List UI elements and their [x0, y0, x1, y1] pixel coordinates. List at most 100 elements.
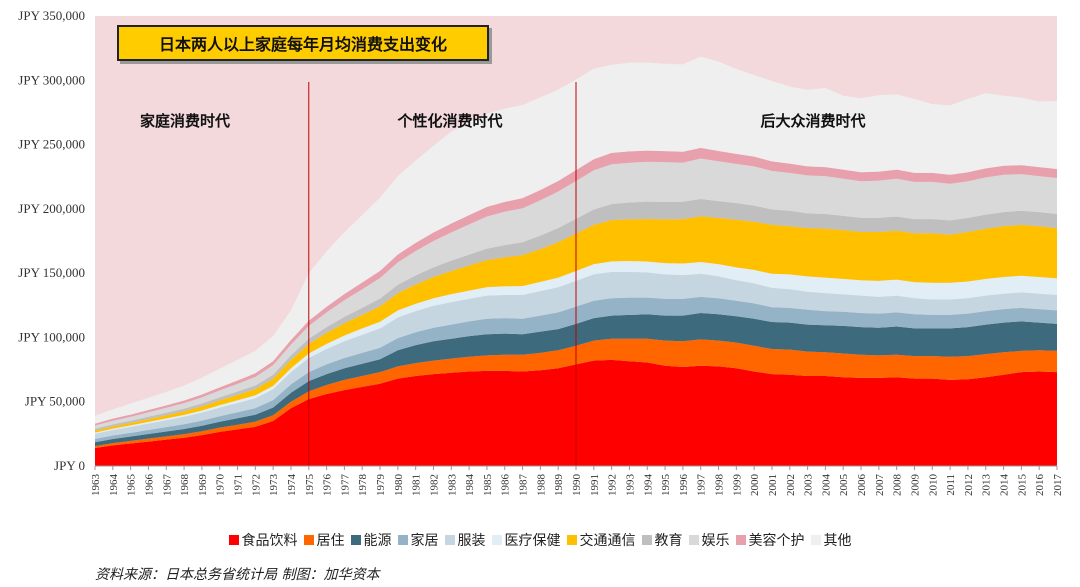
legend-item: 能源 — [350, 530, 392, 550]
legend-swatch — [735, 535, 746, 545]
area-series-2 — [95, 313, 1057, 447]
era-dividers — [308, 82, 577, 466]
y-tick-label: JPY 150,000 — [18, 265, 85, 280]
y-tick-label: JPY 350,000 — [18, 8, 85, 23]
x-tick-label: 2014 — [999, 474, 1011, 497]
area-series-10 — [95, 56, 1057, 424]
x-tick-label: 2015 — [1016, 474, 1028, 497]
y-tick-label: JPY 0 — [54, 458, 85, 473]
x-tick-label: 2001 — [767, 474, 779, 496]
x-tick-label: 2003 — [803, 474, 815, 497]
y-tick-label: JPY 250,000 — [18, 137, 85, 152]
area-series-7 — [95, 198, 1057, 431]
legend-swatch — [491, 535, 502, 545]
x-tick-label: 2008 — [892, 474, 904, 497]
x-tick-label: 2010 — [927, 474, 939, 497]
x-tick-label: 1975 — [304, 474, 316, 497]
x-tick-label: 1980 — [393, 474, 405, 497]
x-tick-label: 2004 — [820, 474, 832, 497]
x-tick-label: 1993 — [624, 474, 636, 497]
x-tick-label: 1992 — [607, 474, 619, 496]
legend-swatch — [810, 535, 821, 545]
x-axis: 1963 1964 1965 1966 1967 1968 1969 1970 1971 1972… — [90, 466, 1064, 496]
x-tick-label: 2007 — [874, 474, 886, 497]
legend-swatch — [641, 535, 652, 545]
legend-swatch — [444, 535, 455, 545]
x-tick-label: 1981 — [411, 474, 423, 496]
legend-item: 娱乐 — [688, 530, 730, 550]
area-series-6 — [95, 216, 1057, 433]
legend-item: 医疗保健 — [491, 530, 561, 550]
x-tick-label: 1968 — [179, 474, 191, 497]
legend-label: 服装 — [457, 533, 486, 549]
x-tick-label: 1990 — [571, 474, 583, 497]
x-tick-label: 1994 — [642, 474, 654, 497]
y-tick-label: JPY 50,000 — [25, 394, 85, 409]
x-tick-label: 2013 — [981, 474, 993, 497]
chart-title: 日本两人以上家庭每年月均消费支出变化 — [117, 25, 489, 61]
x-tick-label: 1996 — [678, 474, 690, 497]
x-tick-label: 2009 — [909, 474, 921, 497]
x-tick-label: 1971 — [233, 474, 245, 496]
legend-item: 其他 — [810, 530, 852, 550]
era-label-family: 家庭消费时代 — [140, 112, 230, 130]
x-tick-label: 1977 — [339, 474, 351, 497]
legend-swatch — [228, 535, 239, 545]
legend-label: 其他 — [823, 533, 852, 549]
x-tick-label: 1986 — [500, 473, 512, 496]
x-tick-label: 2012 — [963, 474, 975, 496]
x-tick-label: 1965 — [126, 474, 138, 497]
x-tick-label: 1976 — [322, 474, 334, 497]
x-tick-label: 1974 — [286, 474, 298, 497]
x-tick-label: 1999 — [731, 474, 743, 497]
x-tick-label: 1989 — [553, 474, 565, 497]
legend-label: 家居 — [410, 533, 439, 549]
x-tick-label: 1985 — [482, 473, 494, 496]
x-tick-label: 1997 — [696, 474, 708, 497]
x-tick-label: 1995 — [660, 474, 672, 497]
x-tick-label: 1982 — [428, 474, 440, 496]
legend-item: 美容个护 — [735, 530, 805, 550]
legend-label: 居住 — [316, 533, 345, 549]
x-tick-label: 2002 — [785, 474, 797, 496]
x-tick-label: 1969 — [197, 474, 209, 497]
legend-item: 家居 — [397, 530, 439, 550]
x-tick-label: 1978 — [357, 474, 369, 497]
legend-label: 美容个护 — [748, 533, 805, 549]
legend-swatch — [303, 535, 314, 545]
x-tick-label: 2000 — [749, 474, 761, 497]
y-tick-label: JPY 300,000 — [18, 72, 85, 87]
x-tick-label: 1967 — [161, 474, 173, 497]
y-tick-label: JPY 200,000 — [18, 201, 85, 216]
x-tick-label: 2011 — [945, 474, 957, 496]
x-tick-label: 1979 — [375, 474, 387, 497]
x-tick-label: 1988 — [535, 474, 547, 497]
legend-label: 医疗保健 — [504, 533, 561, 549]
x-tick-label: 1972 — [250, 474, 262, 496]
legend-swatch — [566, 535, 577, 545]
y-tick-label: JPY 100,000 — [18, 329, 85, 344]
era-label-post-mass: 后大众消费时代 — [760, 112, 865, 130]
x-tick-label: 2006 — [856, 474, 868, 497]
legend-item: 食品饮料 — [228, 530, 298, 550]
legend-label: 交通通信 — [579, 533, 636, 549]
legend-label: 娱乐 — [701, 533, 730, 549]
era-label-individual: 个性化消费时代 — [396, 112, 502, 130]
x-tick-label: 1998 — [714, 474, 726, 497]
x-tick-label: 1991 — [589, 474, 601, 496]
legend-item: 教育 — [641, 530, 683, 550]
stacked-area-chart: JPY 0 JPY 50,000 JPY 100,000 JPY 150,000 JPY… — [18, 8, 1064, 496]
legend-label: 教育 — [654, 533, 683, 549]
legend-swatch — [350, 535, 361, 545]
source-note: 资料来源：日本总务省统计局 制图：加华资本 — [95, 567, 380, 583]
area-series-1 — [95, 338, 1057, 448]
x-tick-label: 1987 — [518, 474, 530, 497]
x-tick-label: 1983 — [446, 474, 458, 497]
legend: 食品饮料 居住 能源 家居 服装 医疗保健 交通通信 教育 娱乐 美容个护 其他 — [0, 530, 1080, 550]
legend-label: 食品饮料 — [241, 533, 298, 549]
x-tick-label: 1963 — [90, 474, 102, 497]
x-tick-label: 1984 — [464, 474, 476, 497]
x-tick-label: 1973 — [268, 474, 280, 497]
area-series-9 — [95, 147, 1057, 426]
legend-item: 居住 — [303, 530, 345, 550]
